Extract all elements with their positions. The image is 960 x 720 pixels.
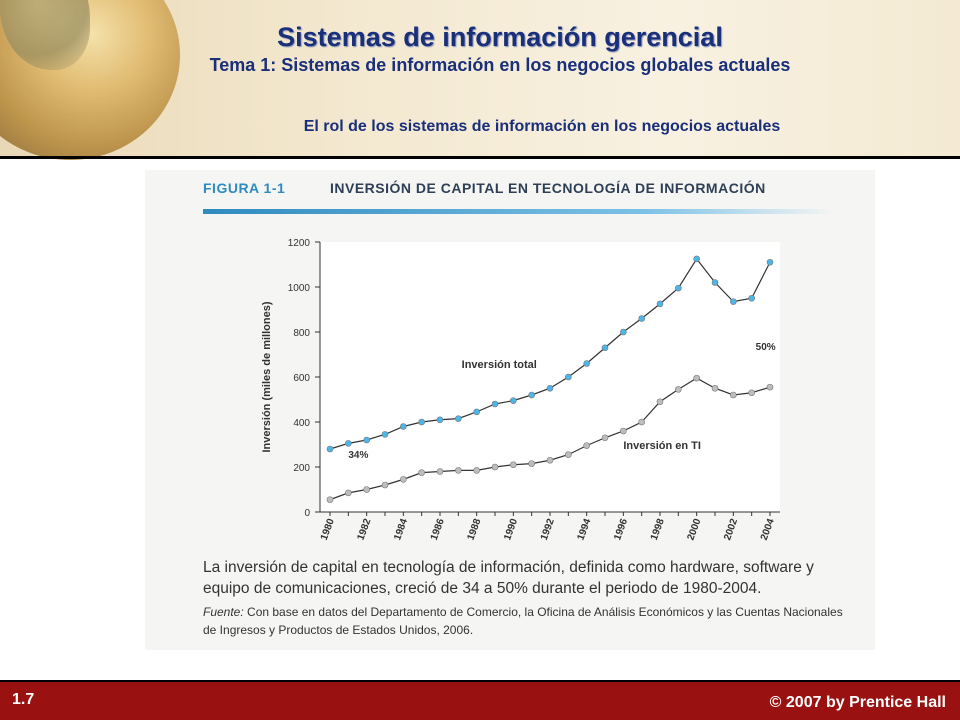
- chart-series: [326, 255, 774, 503]
- x-tick-label: 1980: [319, 517, 337, 542]
- y-tick-label: 200: [293, 463, 310, 474]
- data-point: [473, 467, 480, 474]
- section-heading: El rol de los sistemas de información en…: [303, 118, 781, 135]
- data-point: [730, 298, 737, 305]
- source-text: Con base en datos del Departamento de Co…: [203, 605, 843, 637]
- data-point: [436, 416, 444, 424]
- data-point: [693, 255, 700, 263]
- source-label: Fuente:: [203, 605, 244, 619]
- header-divider: [0, 156, 960, 159]
- data-point: [546, 456, 554, 464]
- y-tick-label: 1000: [288, 283, 311, 294]
- x-tick-label: 2000: [686, 517, 704, 542]
- slide-subtitle: Tema 1: Sistemas de información en los n…: [209, 55, 791, 75]
- data-point: [473, 408, 480, 416]
- series-label: Inversión en TI: [623, 440, 701, 452]
- annotation-label: 50%: [756, 342, 776, 353]
- data-point: [528, 460, 535, 467]
- y-tick-label: 800: [293, 328, 310, 339]
- data-point: [565, 373, 572, 381]
- data-point: [693, 374, 700, 382]
- data-point: [583, 360, 590, 367]
- annotation-label: 34%: [348, 450, 368, 461]
- data-point: [345, 440, 352, 447]
- data-point: [326, 496, 334, 503]
- data-point: [656, 300, 664, 308]
- data-point: [381, 431, 389, 438]
- data-point: [638, 418, 645, 426]
- data-point: [583, 442, 590, 449]
- figure-title: INVERSIÓN DE CAPITAL EN TECNOLOGÍA DE IN…: [330, 180, 766, 196]
- data-point: [400, 423, 407, 430]
- data-point: [675, 386, 682, 393]
- x-tick-label: 1986: [429, 517, 447, 542]
- copyright-text: © 2007 by Prentice Hall: [769, 694, 946, 711]
- figure-label: FIGURA 1-1: [203, 180, 286, 196]
- data-point: [510, 397, 517, 404]
- slide-title: Sistemas de información gerencial: [277, 22, 723, 52]
- data-point: [436, 468, 444, 475]
- data-point: [363, 436, 370, 444]
- figure-caption: La inversión de capital en tecnología de…: [203, 559, 814, 597]
- x-tick-label: 1992: [539, 517, 557, 542]
- data-point: [491, 400, 499, 408]
- data-point: [711, 279, 719, 286]
- x-tick-label: 1994: [576, 517, 594, 542]
- data-point: [748, 294, 755, 302]
- data-point: [491, 463, 499, 471]
- data-point: [363, 486, 370, 493]
- data-point: [345, 489, 352, 497]
- chart-axes: [315, 241, 780, 516]
- x-tick-label: 1988: [466, 517, 484, 542]
- data-point: [455, 415, 462, 422]
- data-point: [455, 467, 462, 474]
- figure-rule: [203, 209, 833, 214]
- data-point: [418, 469, 425, 476]
- data-point: [766, 383, 774, 391]
- data-point: [528, 391, 535, 399]
- y-axis-label: Inversión (miles de millones): [261, 301, 273, 452]
- data-point: [620, 328, 627, 336]
- y-tick-label: 600: [293, 373, 310, 384]
- data-point: [620, 427, 627, 435]
- data-point: [675, 284, 682, 292]
- x-tick-label: 1990: [502, 517, 520, 542]
- data-point: [748, 389, 755, 397]
- series-label: Inversión total: [462, 359, 537, 371]
- x-tick-label: 1982: [356, 517, 374, 542]
- y-tick-label: 400: [293, 418, 310, 429]
- data-point: [400, 476, 407, 483]
- footer-divider: [0, 680, 960, 682]
- x-tick-label: 2002: [722, 517, 740, 542]
- data-point: [381, 481, 389, 489]
- slide-footer: [0, 680, 960, 720]
- line-chart: 0 200 400 600 800 1000 1200 1980 1982 1984 1986 198…: [261, 238, 780, 542]
- data-point: [601, 344, 609, 352]
- figure-source: Fuente: Con base en datos del Departamen…: [203, 603, 843, 639]
- data-point: [656, 398, 664, 406]
- data-point: [766, 258, 774, 266]
- plot-area: [320, 242, 780, 512]
- data-point: [601, 434, 609, 442]
- y-tick-label: 0: [304, 508, 310, 519]
- x-tick-label: 1998: [649, 517, 667, 542]
- data-point: [730, 391, 737, 399]
- x-tick-label: 1996: [612, 517, 630, 542]
- data-point: [326, 445, 334, 453]
- data-point: [638, 315, 645, 322]
- slide-number: 1.7: [12, 691, 35, 708]
- x-tick-label: 1984: [392, 517, 410, 542]
- x-tick-label: 2004: [759, 517, 777, 542]
- data-point: [510, 461, 517, 469]
- data-point: [565, 451, 572, 458]
- data-point: [546, 384, 554, 392]
- y-tick-label: 1200: [288, 238, 311, 249]
- data-point: [418, 418, 425, 426]
- data-point: [711, 384, 719, 392]
